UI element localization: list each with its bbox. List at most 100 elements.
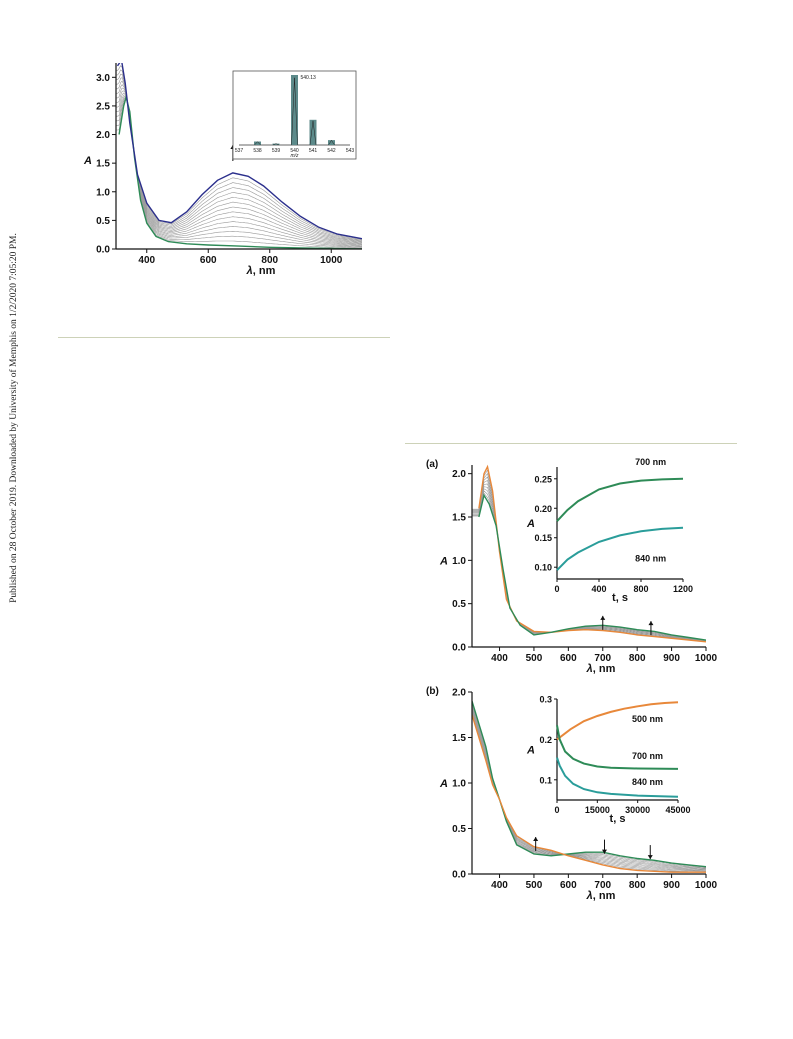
y-tick-label: 0.5 [452, 599, 466, 610]
y-tick-label: 1.5 [452, 733, 466, 744]
inset-peak-annotation: 540.13 [301, 75, 317, 81]
intermediate-spectrum [116, 87, 362, 244]
y-axis-label: A [439, 778, 448, 790]
x-axis-label: λ, nm [586, 663, 616, 675]
initial-spectrum [478, 464, 706, 643]
x-tick-label: 600 [560, 653, 577, 664]
x-tick-label: 0 [554, 805, 559, 815]
y-tick-label: 1.5 [96, 159, 110, 170]
y-axis-label: A [439, 555, 448, 567]
inset-x-tick-label: 539 [272, 148, 281, 154]
inset-x-axis-label: m/z [290, 153, 299, 159]
inset-peak-line [291, 77, 298, 146]
inset-x-tick-label: 541 [309, 148, 318, 154]
y-tick-label: 0.20 [534, 504, 552, 514]
inset-x-tick-label: 542 [327, 148, 336, 154]
x-tick-label: 800 [629, 653, 646, 664]
download-watermark: Published on 28 October 2019. Downloaded… [9, 233, 19, 603]
x-tick-label: 45000 [665, 805, 690, 815]
x-tick-label: 0 [554, 584, 559, 594]
intermediate-spectrum [116, 99, 362, 249]
intermediate-spectrum [472, 476, 706, 642]
intermediate-spectrum [472, 702, 706, 868]
intermediate-spectrum [116, 97, 362, 248]
intermediate-spectrum [472, 480, 706, 642]
intermediate-spectrum [472, 711, 706, 872]
x-tick-label: 1000 [695, 880, 718, 891]
final-spectrum [116, 63, 362, 240]
x-tick-label: 600 [560, 880, 577, 891]
y-tick-label: 0.0 [452, 870, 466, 881]
inset-y-axis-label: A [526, 745, 535, 757]
inset-peak-bar [309, 119, 317, 145]
kinetic-trace-label: 840 nm [635, 554, 666, 564]
y-tick-label: 2.0 [96, 130, 110, 141]
inset-peak-bar [328, 140, 335, 145]
intermediate-spectrum [472, 488, 706, 641]
intermediate-spectrum [472, 705, 706, 869]
y-tick-label: 0.10 [534, 563, 552, 573]
trend-arrow-down-head [647, 855, 653, 860]
intermediate-spectrum [472, 490, 706, 641]
inset-peak-bar [272, 143, 280, 145]
y-axis-label: A [83, 155, 92, 167]
section-divider-right [405, 443, 737, 444]
plot-area [472, 700, 706, 873]
x-tick-label: 30000 [625, 805, 650, 815]
kinetic-trace [556, 526, 684, 571]
section-divider-left [58, 337, 390, 338]
intermediate-spectrum [116, 92, 362, 246]
intermediate-spectrum [116, 80, 362, 243]
figure-1-uv-vis-chart: 0.0 0.5 1.0 1.5 2.0 2.5 3.0 400 600 800 1000 Aλ, nm… [83, 63, 362, 277]
y-tick-label: 2.5 [96, 101, 110, 112]
y-tick-label: 1.0 [452, 779, 466, 790]
x-tick-label: 500 [526, 653, 543, 664]
inset-peak-line [254, 141, 261, 146]
kinetic-trace-label: 700 nm [632, 751, 663, 761]
kinetic-trace [556, 477, 684, 522]
inset-y-axis-label: A [526, 518, 535, 530]
y-tick-label: 3.0 [96, 73, 110, 84]
inset-x-axis-label: t, s [612, 592, 628, 604]
intermediate-spectrum [472, 486, 706, 642]
y-tick-label: 1.5 [452, 513, 466, 524]
trend-arrow-up-head [533, 837, 539, 842]
x-tick-label: 800 [633, 584, 648, 594]
x-tick-label: 600 [200, 255, 217, 266]
kinetic-trace [556, 701, 679, 741]
x-tick-label: 400 [138, 255, 155, 266]
kinetic-trace-label: 500 nm [632, 714, 663, 724]
initial-spectrum [472, 700, 706, 868]
x-tick-label: 800 [261, 255, 278, 266]
x-tick-label: 400 [491, 653, 508, 664]
trend-arrow-up-head [648, 621, 654, 626]
y-tick-label: 1.0 [96, 187, 110, 198]
intermediate-spectrum [116, 95, 362, 247]
inset-peak-line [328, 139, 335, 146]
x-tick-label: 700 [594, 880, 611, 891]
panel-label: (a) [426, 459, 438, 470]
x-tick-label: 900 [663, 880, 680, 891]
intermediate-spectrum [116, 77, 362, 242]
y-tick-label: 0.5 [96, 216, 110, 227]
intermediate-spectrum [472, 713, 706, 872]
inset-peak-line [272, 143, 280, 146]
y-tick-label: 1.0 [452, 556, 466, 567]
y-tick-label: 2.0 [452, 469, 466, 480]
y-tick-label: 0.15 [534, 533, 552, 543]
y-tick-label: 2.0 [452, 688, 466, 699]
intermediate-spectrum [116, 69, 362, 241]
x-tick-label: 500 [526, 880, 543, 891]
intermediate-spectrum [116, 96, 362, 248]
kinetic-trace [556, 757, 679, 798]
y-tick-label: 0.25 [534, 474, 552, 484]
inset-x-axis-label: t, s [610, 813, 626, 825]
intermediate-spectrum [472, 472, 706, 642]
x-tick-label: 1000 [320, 255, 343, 266]
y-tick-label: 0.0 [96, 245, 110, 256]
x-tick-label: 900 [663, 653, 680, 664]
inset-x-tick-label: 538 [253, 148, 262, 154]
x-tick-label: 800 [629, 880, 646, 891]
inset-peak-line [309, 120, 317, 146]
intermediate-spectrum [472, 707, 706, 870]
